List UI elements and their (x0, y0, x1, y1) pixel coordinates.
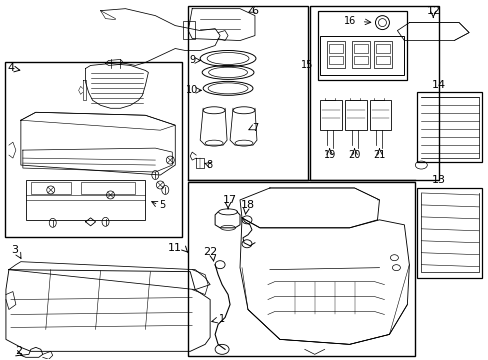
Text: 15: 15 (301, 60, 313, 71)
Text: 11: 11 (168, 243, 182, 253)
Bar (374, 41, 392, 68)
Text: 9: 9 (189, 55, 195, 66)
Text: 13: 13 (431, 175, 446, 185)
Bar (353, 44, 367, 54)
Bar (319, 100, 341, 130)
Text: 4: 4 (7, 63, 15, 73)
Bar (351, 41, 369, 68)
Bar (326, 41, 344, 68)
Bar (5, 62, 182, 237)
Text: 3: 3 (11, 245, 19, 255)
Bar (369, 100, 390, 130)
Text: 5: 5 (159, 200, 165, 210)
Text: 20: 20 (347, 150, 360, 160)
Text: 12: 12 (427, 6, 441, 15)
Text: 16: 16 (343, 15, 355, 26)
Text: 8: 8 (205, 160, 212, 170)
Bar (376, 44, 389, 54)
Bar (328, 57, 342, 64)
Bar (317, 11, 407, 80)
Text: 6: 6 (251, 6, 258, 15)
Text: 17: 17 (223, 195, 237, 205)
Text: 10: 10 (186, 85, 198, 95)
Bar (319, 36, 404, 75)
Bar (353, 57, 367, 64)
Text: 22: 22 (203, 247, 217, 257)
Bar (309, 6, 438, 180)
Bar (26, 180, 145, 220)
Bar (416, 188, 481, 278)
Text: 2: 2 (15, 346, 22, 356)
Text: 18: 18 (241, 200, 255, 210)
Bar (416, 92, 481, 162)
Text: 21: 21 (372, 150, 385, 160)
Text: 19: 19 (323, 150, 335, 160)
Bar (31, 182, 71, 194)
Text: 14: 14 (431, 80, 446, 90)
Bar (188, 6, 307, 180)
Text: 1: 1 (219, 314, 224, 324)
Bar (183, 21, 195, 39)
Bar (344, 100, 366, 130)
Bar (188, 182, 414, 356)
Bar (328, 44, 342, 54)
Bar (376, 57, 389, 64)
Text: 7: 7 (251, 123, 258, 133)
Bar (81, 182, 135, 194)
